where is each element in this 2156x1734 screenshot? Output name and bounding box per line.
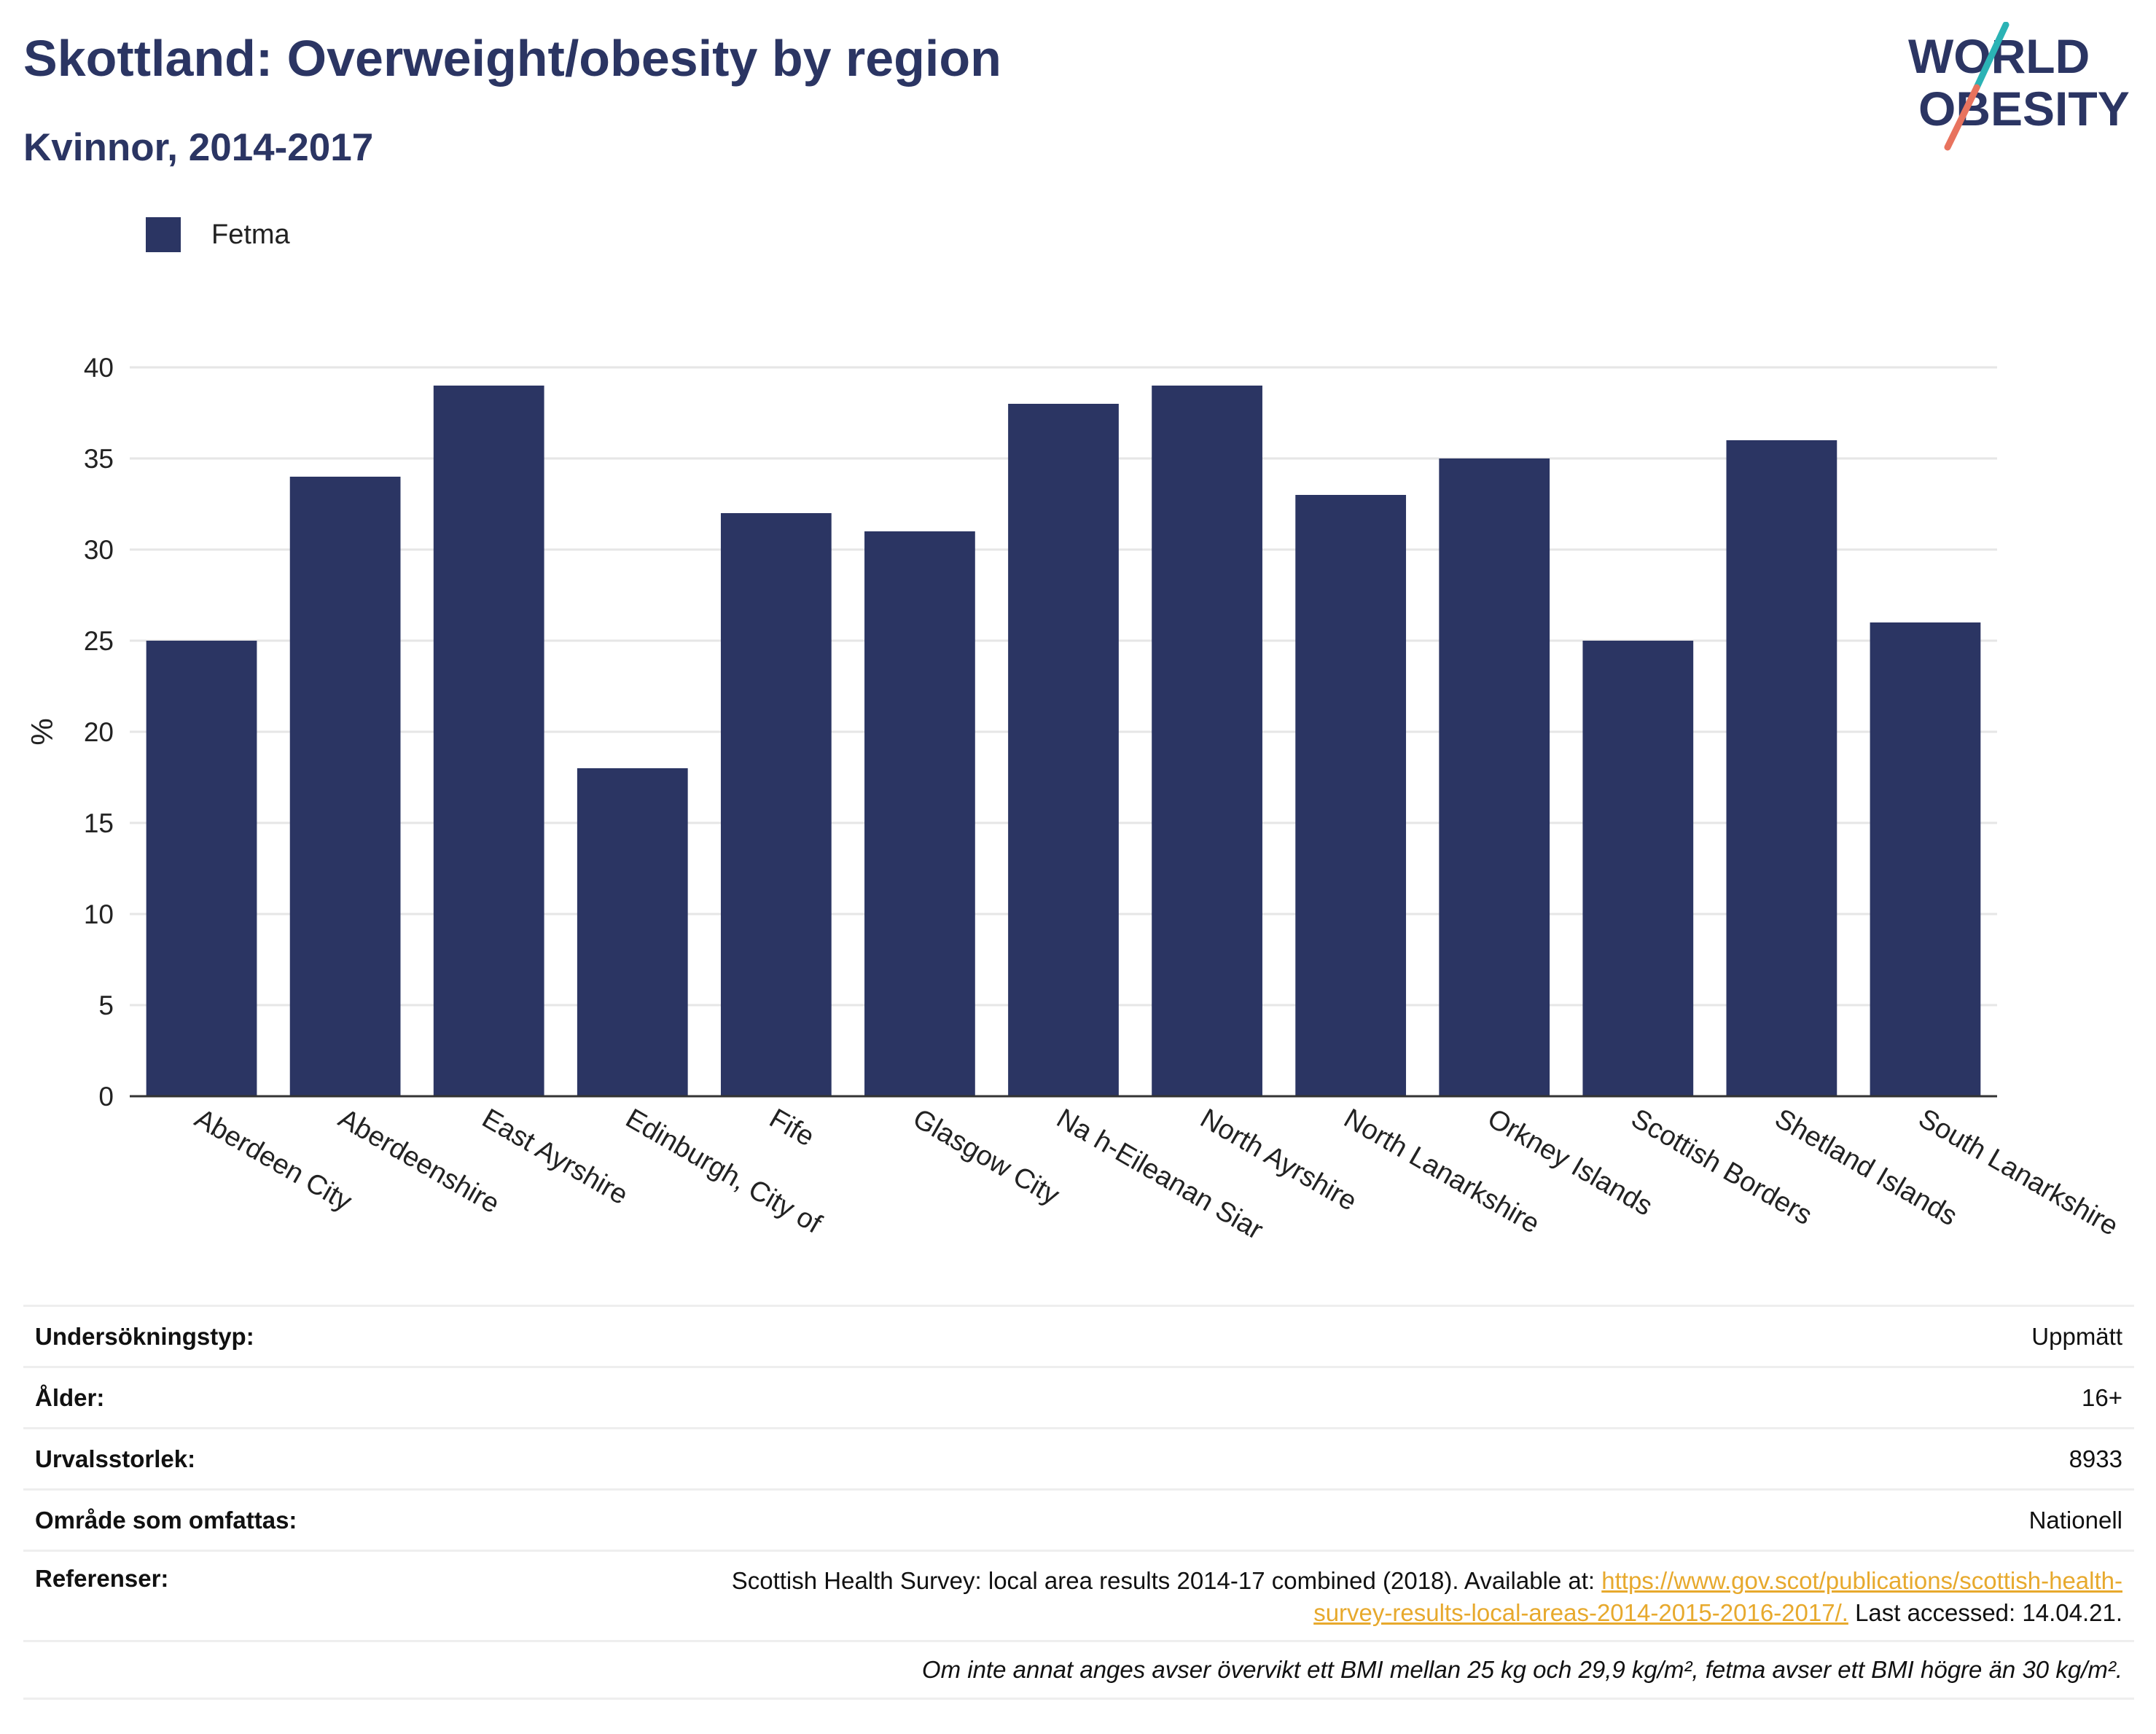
survey-type-value: Uppmätt xyxy=(2031,1322,2122,1350)
y-axis-label: % xyxy=(25,718,59,745)
y-tick-label-10: 10 xyxy=(84,899,114,929)
info-row-survey-type: Undersökningstyp: Uppmätt xyxy=(23,1305,2134,1366)
age-label: Ålder: xyxy=(35,1383,105,1411)
bar-aberdeen-city xyxy=(146,641,257,1096)
y-tick-label-25: 25 xyxy=(84,626,114,656)
references-link-part2[interactable]: survey-results-local-areas-2014-2015-201… xyxy=(1313,1599,1848,1626)
y-tick-label-0: 0 xyxy=(98,1082,114,1112)
references-value: Scottish Health Survey: local area resul… xyxy=(732,1565,2122,1629)
x-tick-label-aberdeen-city: Aberdeen City xyxy=(190,1103,357,1217)
y-tick-label-15: 15 xyxy=(84,808,114,838)
area-label: Område som omfattas: xyxy=(35,1506,297,1534)
legend-swatch-fetma xyxy=(146,217,181,252)
legend-label-fetma: Fetma xyxy=(211,219,290,250)
bar-aberdeenshire xyxy=(289,477,401,1096)
bar-north-lanarkshire xyxy=(1295,495,1407,1096)
sample-size-value: 8933 xyxy=(2069,1445,2122,1472)
y-tick-label-5: 5 xyxy=(98,991,114,1020)
bar-shetland-islands xyxy=(1726,440,1837,1096)
y-tick-label-30: 30 xyxy=(84,535,114,565)
info-row-area: Område som omfattas: Nationell xyxy=(23,1488,2134,1550)
world-obesity-logo: WORLD OBESITY xyxy=(1908,22,2130,151)
bar-chart: 0 5 10 15 20 25 30 35 40% Aberdeen CityAberdeensh… xyxy=(25,353,2123,1246)
age-value: 16+ xyxy=(2082,1383,2122,1411)
y-tick-label-20: 20 xyxy=(84,717,114,747)
references-accessed: Last accessed: 14.04.21. xyxy=(1848,1599,2122,1626)
chart-subtitle: Kvinnor, 2014-2017 xyxy=(23,126,374,169)
chart-title: Skottland: Overweight/obesity by region xyxy=(23,30,1001,87)
survey-type-label: Undersökningstyp: xyxy=(35,1322,254,1350)
logo-line2: OBESITY xyxy=(1918,82,2130,136)
bar-orkney-islands xyxy=(1439,458,1550,1096)
logo-slash-teal xyxy=(1973,22,2009,91)
bar-fife xyxy=(720,513,832,1096)
info-row-sample-size: Urvalsstorlek: 8933 xyxy=(23,1427,2134,1488)
bar-south-lanarkshire xyxy=(1870,622,1981,1096)
info-table: Undersökningstyp: Uppmätt Ålder: 16+ Urv… xyxy=(23,1305,2134,1700)
bar-scottish-borders xyxy=(1582,641,1694,1096)
sample-size-label: Urvalsstorlek: xyxy=(35,1445,196,1472)
info-row-age: Ålder: 16+ xyxy=(23,1366,2134,1427)
x-tick-label-fife: Fife xyxy=(764,1103,819,1152)
info-row-references: Referenser: Scottish Health Survey: loca… xyxy=(23,1550,2134,1640)
bar-na-h-eileanan-siar xyxy=(1008,404,1119,1096)
y-tick-label-40: 40 xyxy=(84,353,114,383)
bar-north-ayrshire xyxy=(1152,386,1262,1096)
chart-legend[interactable]: Fetma xyxy=(146,217,290,252)
bar-glasgow-city xyxy=(864,531,975,1096)
bar-east-ayrshire xyxy=(433,386,544,1096)
bmi-note: Om inte annat anges avser övervikt ett B… xyxy=(921,1656,2122,1683)
logo-slash-coral xyxy=(1944,84,1980,151)
y-tick-label-35: 35 xyxy=(84,444,114,474)
x-tick-label-aberdeenshire: Aberdeenshire xyxy=(333,1103,504,1219)
area-value: Nationell xyxy=(2028,1506,2122,1534)
references-label: Referenser: xyxy=(35,1565,169,1592)
references-link-part1[interactable]: https://www.gov.scot/publications/scotti… xyxy=(1601,1567,2122,1594)
bar-edinburgh-city-of xyxy=(577,768,688,1096)
x-tick-label-glasgow-city: Glasgow City xyxy=(907,1103,1064,1211)
references-text: Scottish Health Survey: local area resul… xyxy=(731,1567,1602,1594)
info-row-note: Om inte annat anges avser övervikt ett B… xyxy=(23,1640,2134,1700)
